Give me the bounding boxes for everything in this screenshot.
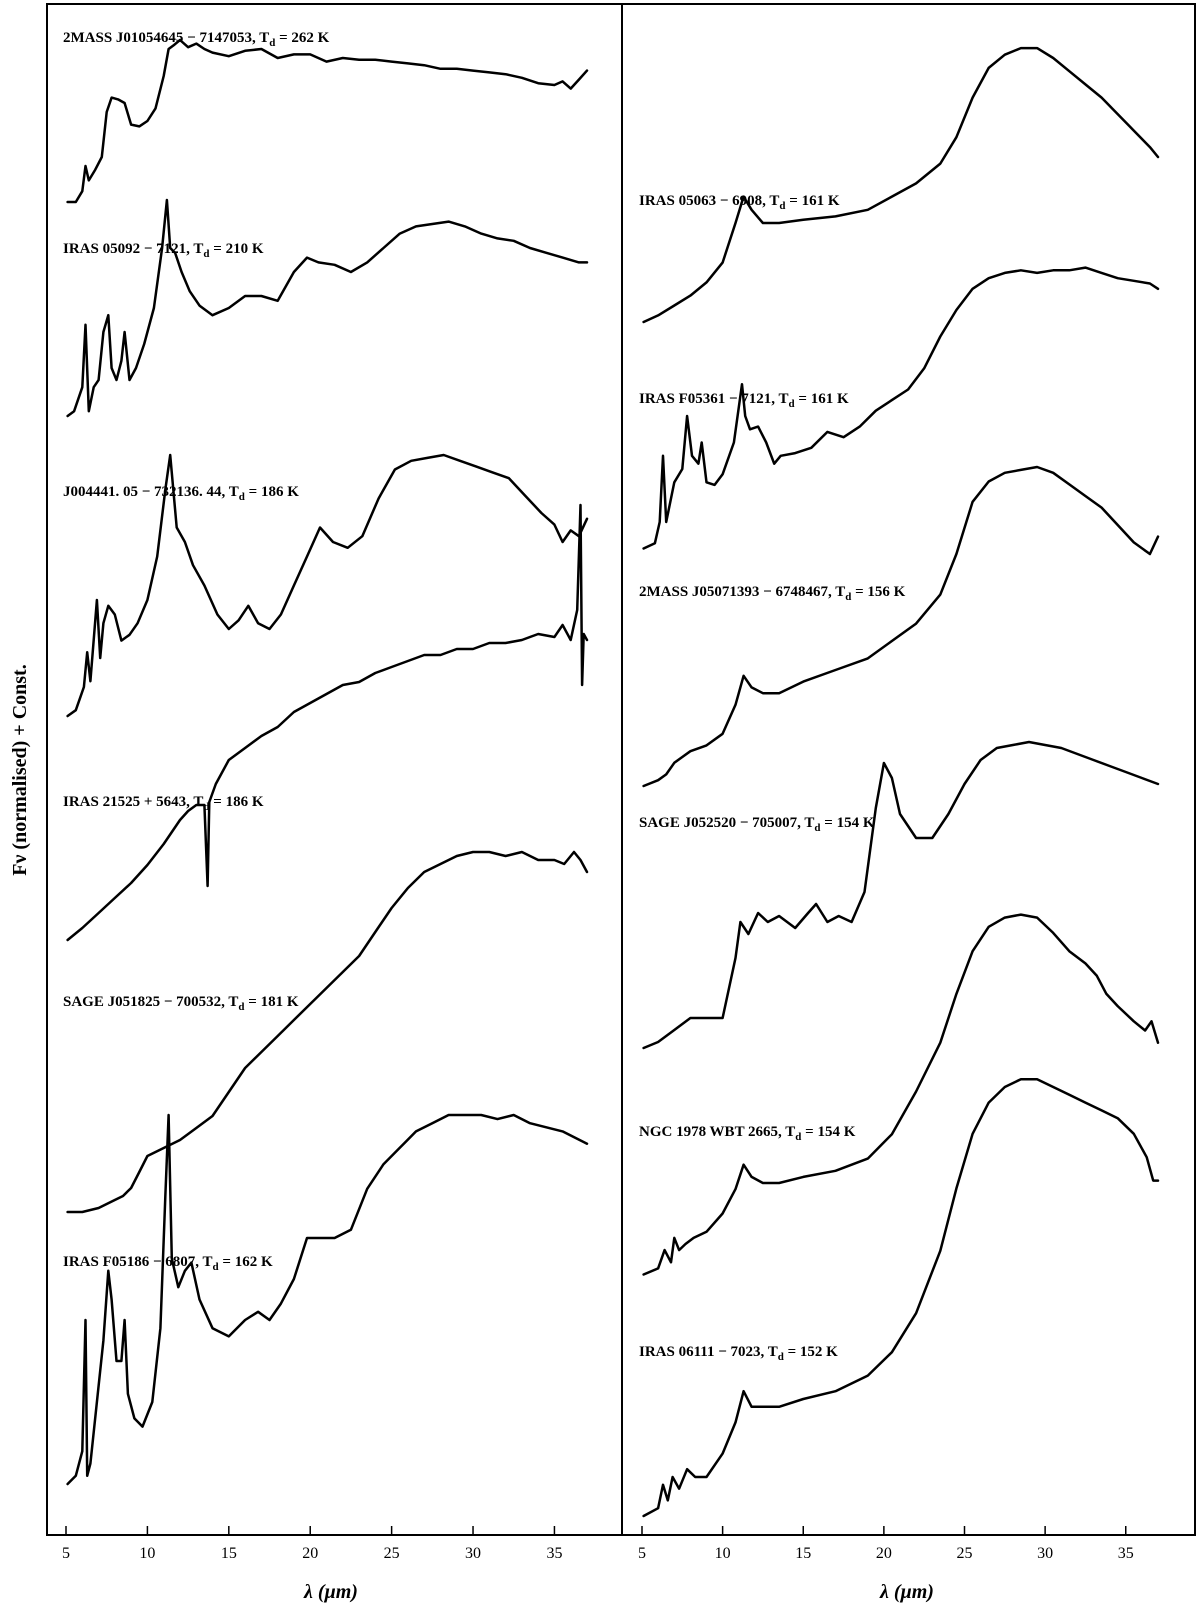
right-spectrum-label-3: 2MASS J05071393 − 6748467, Td = 156 K bbox=[639, 584, 906, 603]
right-x-tick-label: 10 bbox=[715, 1545, 731, 1562]
left-spectrum-6 bbox=[66, 1113, 589, 1486]
right-spectrum-label-5: NGC 1978 WBT 2665, Td = 154 K bbox=[639, 1124, 856, 1143]
right-x-tick-label: 25 bbox=[957, 1545, 973, 1562]
right-spectrum-label-6: IRAS 06111 − 7023, Td = 152 K bbox=[639, 1344, 838, 1363]
left-spectrum-3 bbox=[66, 453, 589, 718]
left-x-tick-label: 15 bbox=[221, 1545, 237, 1562]
left-spectrum-label-3: J004441. 05 − 732136. 44, Td = 186 K bbox=[63, 484, 299, 503]
right-spectrum-label-1: IRAS 05063 − 6908, Td = 161 K bbox=[639, 193, 840, 212]
left-panel-frame bbox=[46, 3, 623, 1536]
left-x-tick-label: 5 bbox=[62, 1545, 70, 1562]
right-spectrum-1 bbox=[642, 46, 1160, 324]
left-spectrum-4 bbox=[66, 503, 589, 942]
right-x-tick-label: 15 bbox=[795, 1545, 811, 1562]
right-spectrum-6 bbox=[642, 1077, 1160, 1518]
x-axis-title-left: λ (μm) bbox=[303, 1581, 358, 1603]
left-x-tick-label: 35 bbox=[546, 1545, 562, 1562]
left-x-tick-label: 30 bbox=[465, 1545, 481, 1562]
left-x-tick-label: 25 bbox=[384, 1545, 400, 1562]
right-spectrum-label-4: SAGE J052520 − 705007, Td = 154 K bbox=[639, 815, 875, 834]
right-x-tick-label: 5 bbox=[638, 1545, 646, 1562]
left-x-tick-label: 10 bbox=[139, 1545, 155, 1562]
left-x-tick-label: 20 bbox=[302, 1545, 318, 1562]
right-x-tick-label: 35 bbox=[1118, 1545, 1134, 1562]
left-spectrum-label-6: IRAS F05186 − 6807, Td = 162 K bbox=[63, 1254, 273, 1273]
right-spectrum-label-2: IRAS F05361 − 7121, Td = 161 K bbox=[639, 391, 849, 410]
left-spectrum-label-4: IRAS 21525 + 5643, Td = 186 K bbox=[63, 794, 264, 813]
right-spectrum-5 bbox=[642, 913, 1160, 1276]
right-spectrum-2 bbox=[642, 266, 1160, 550]
right-x-tick-label: 20 bbox=[876, 1545, 892, 1562]
right-x-tick-label: 30 bbox=[1037, 1545, 1053, 1562]
left-spectrum-label-5: SAGE J051825 − 700532, Td = 181 K bbox=[63, 994, 299, 1013]
left-spectrum-label-2: IRAS 05092 − 7121, Td = 210 K bbox=[63, 241, 264, 260]
left-spectrum-2 bbox=[66, 198, 589, 418]
left-spectrum-1 bbox=[66, 38, 589, 204]
right-spectrum-4 bbox=[642, 740, 1160, 1050]
y-axis-title: Fν (normalised) + Const. bbox=[9, 664, 31, 875]
right-spectrum-3 bbox=[642, 465, 1160, 788]
x-axis-title-right: λ (μm) bbox=[879, 1581, 934, 1603]
left-spectrum-label-1: 2MASS J01054645 − 7147053, Td = 262 K bbox=[63, 30, 330, 49]
right-panel-frame bbox=[621, 3, 1196, 1536]
left-panel: 5 10 15 20 25 30 35 2MASS J01054645 − 7147053, … bbox=[62, 30, 589, 1562]
right-panel: 5 10 15 20 25 30 35 IRAS 05063 − 6908, Td = 161… bbox=[638, 46, 1160, 1562]
left-spectrum-5 bbox=[66, 850, 589, 1214]
